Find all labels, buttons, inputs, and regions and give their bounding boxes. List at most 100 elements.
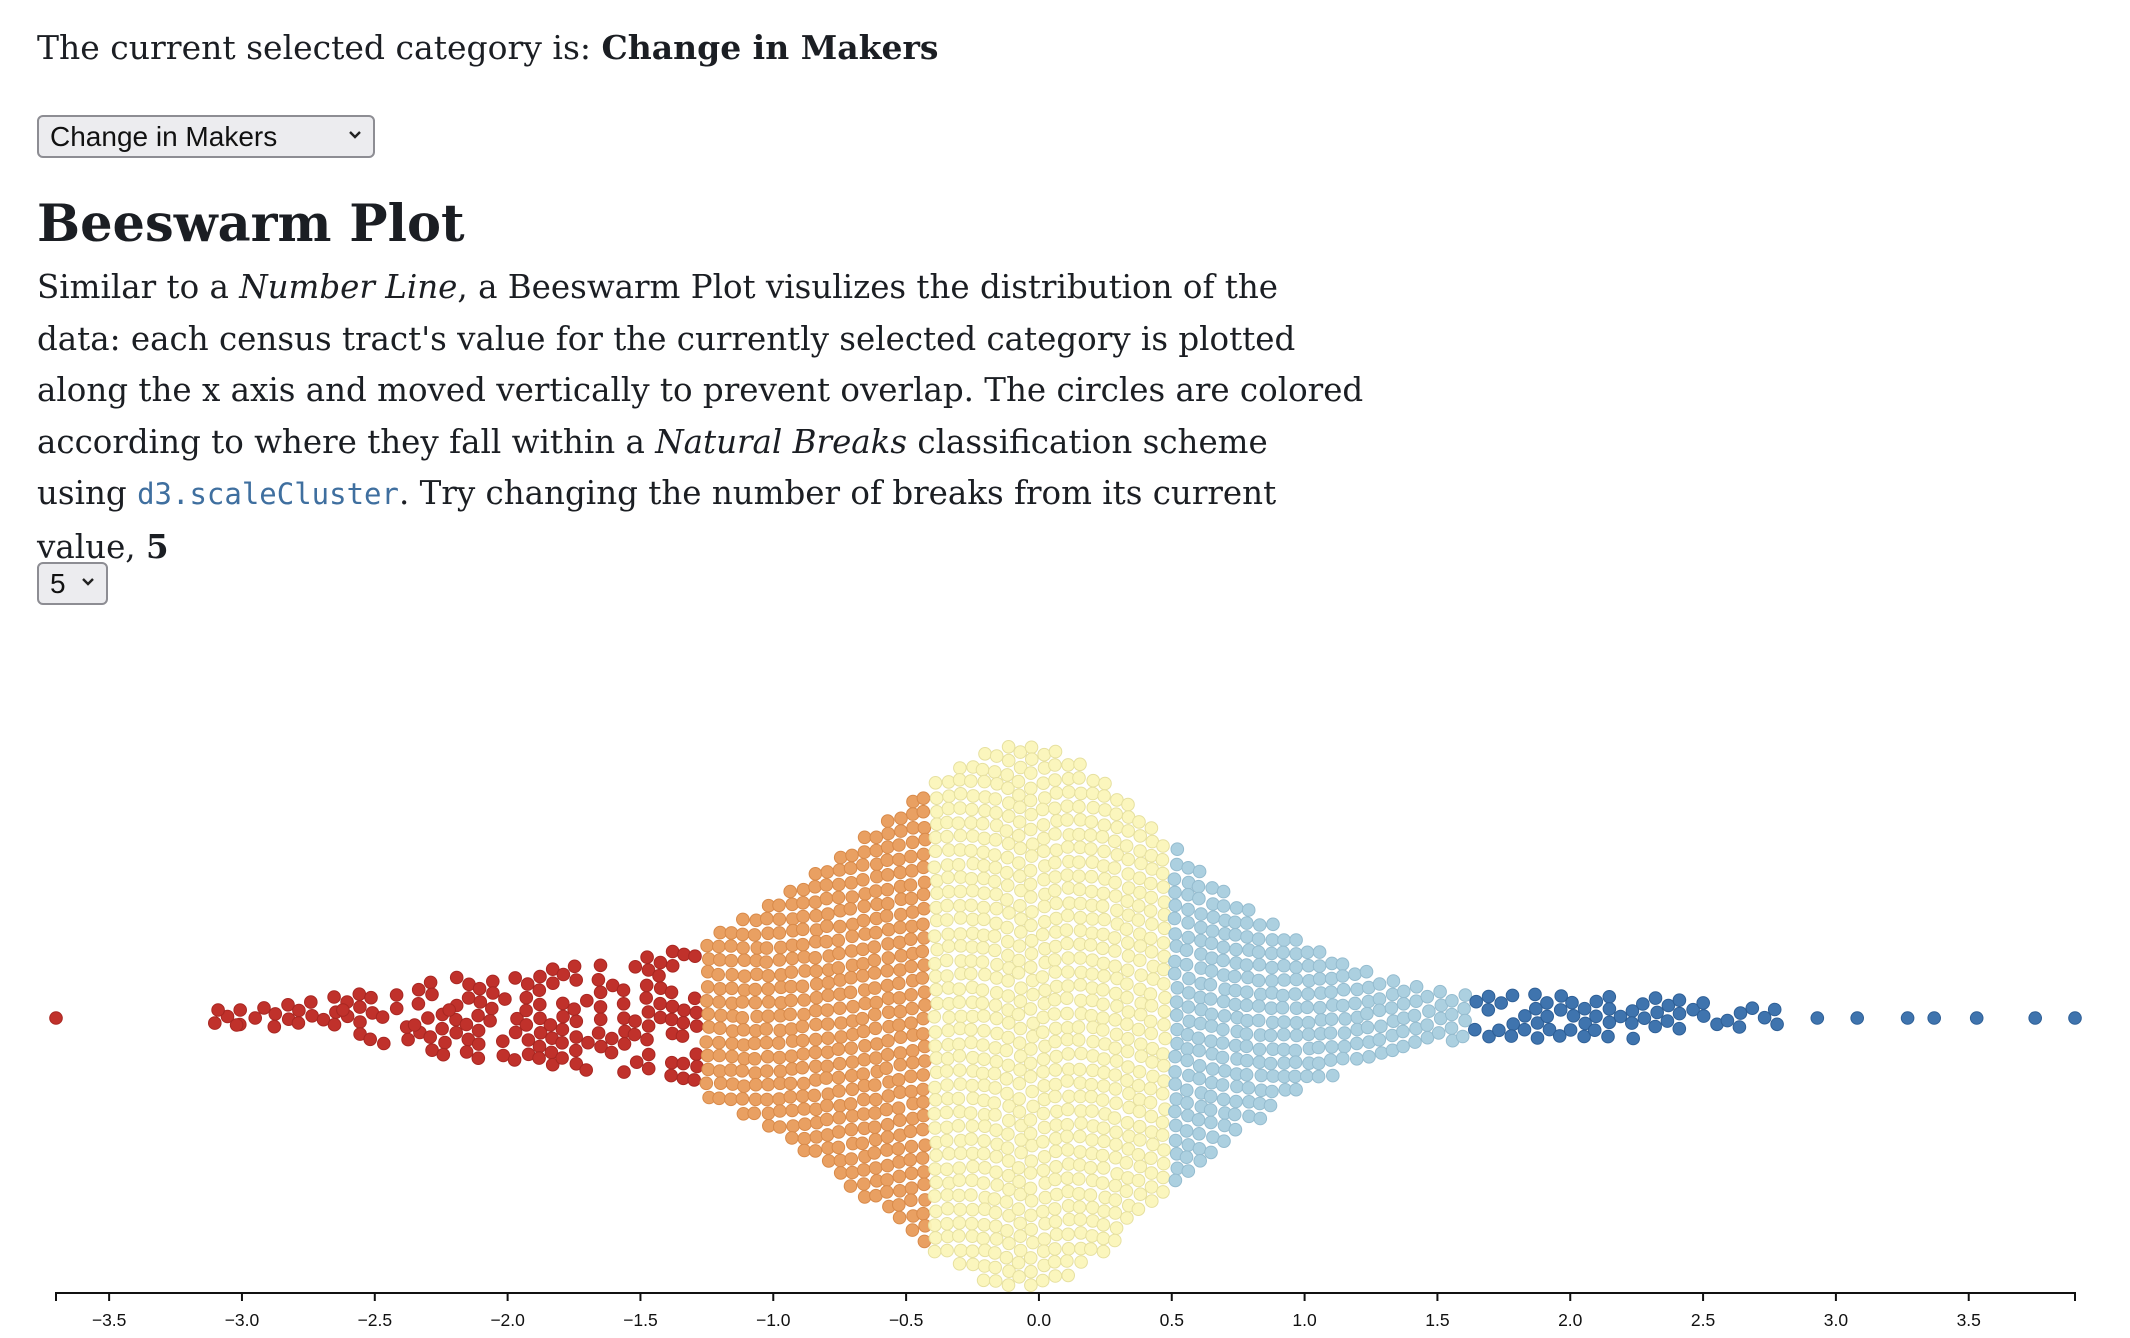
swarm-dot-class-2 (904, 1084, 919, 1099)
swarm-dot-class-4 (1228, 928, 1243, 942)
swarm-dot-class-4 (1182, 986, 1196, 1000)
swarm-dot-class-4 (1276, 945, 1290, 960)
swarm-dot-class-3 (953, 1146, 968, 1161)
swarm-dot-class-3 (1049, 896, 1063, 911)
swarm-dot-class-3 (1107, 931, 1122, 945)
swarm-dot-class-3 (1038, 791, 1052, 805)
swarm-dot-class-3 (1001, 1168, 1016, 1183)
swarm-dot-class-3 (1048, 827, 1062, 841)
swarm-dot-class-2 (701, 1062, 716, 1077)
swarm-dot-class-1 (653, 996, 667, 1011)
swarm-dot-class-5 (1469, 994, 1483, 1009)
swarm-dot-class-3 (1000, 1086, 1014, 1101)
swarm-dot-class-1 (665, 959, 680, 973)
swarm-dot-class-2 (785, 1103, 800, 1118)
swarm-dot-class-2 (759, 955, 774, 969)
swarm-dot-class-4 (1254, 1068, 1269, 1083)
swarm-dot-class-2 (845, 1082, 860, 1097)
swarm-dot-class-3 (988, 1108, 1002, 1122)
swarm-dot-class-3 (1073, 757, 1087, 772)
swarm-dot-class-4 (1360, 1020, 1375, 1035)
swarm-dot-class-4 (1239, 1039, 1254, 1054)
swarm-dot-class-3 (1047, 1255, 1062, 1269)
swarm-dot-class-2 (879, 909, 894, 923)
swarm-dot-class-4 (1263, 1056, 1278, 1071)
swarm-dot-class-3 (941, 870, 955, 885)
swarm-dot-class-3 (1108, 1193, 1123, 1207)
swarm-dot-class-3 (1144, 998, 1159, 1013)
swarm-dot-class-2 (784, 1049, 799, 1064)
swarm-dot-class-4 (1194, 907, 1208, 921)
swarm-dot-class-2 (845, 1109, 860, 1123)
swarm-dot-class-1 (267, 1019, 282, 1034)
swarm-dot-class-3 (1085, 1133, 1099, 1147)
swarm-dot-class-3 (1108, 1082, 1123, 1096)
swarm-dot-class-3 (1133, 1007, 1148, 1022)
swarm-dot-class-3 (1074, 1255, 1088, 1269)
swarm-dot-class-3 (952, 773, 967, 787)
swarm-dot-class-3 (1072, 869, 1086, 883)
swarm-dot-class-5 (1770, 1017, 1784, 1032)
swarm-dot-class-2 (748, 982, 763, 997)
swarm-dot-class-4 (1168, 1104, 1182, 1119)
swarm-dot-class-3 (1014, 883, 1028, 898)
status-category: Change in Makers (601, 28, 939, 67)
swarm-dot-class-3 (1001, 1278, 1016, 1292)
swarm-dot-class-1 (580, 993, 594, 1008)
swarm-dot-class-3 (976, 1231, 991, 1246)
swarm-dot-class-2 (759, 1035, 774, 1050)
swarm-dot-class-4 (1228, 983, 1243, 998)
swarm-dot-class-3 (1132, 871, 1147, 885)
swarm-dot-class-3 (975, 996, 990, 1011)
swarm-dot-class-3 (1096, 1231, 1111, 1246)
swarm-dot-class-1 (411, 997, 426, 1011)
swarm-dot-class-3 (1095, 941, 1110, 956)
swarm-dot-class-3 (1002, 1113, 1016, 1128)
swarm-dot-class-3 (1002, 1236, 1016, 1251)
swarm-dot-class-2 (821, 1017, 835, 1031)
swarm-dot-class-2 (893, 1030, 908, 1045)
swarm-dot-class-1 (594, 1039, 608, 1054)
swarm-dot-class-5 (1672, 1006, 1687, 1021)
swarm-dot-class-3 (939, 953, 954, 968)
swarm-dot-class-3 (965, 883, 980, 898)
swarm-dot-class-1 (555, 1022, 570, 1037)
swarm-dot-class-4 (1288, 1043, 1303, 1058)
swarm-dot-class-2 (724, 1092, 738, 1107)
swarm-dot-class-2 (869, 843, 884, 858)
swarm-dot-class-3 (1144, 1151, 1158, 1166)
swarm-dot-class-3 (1000, 850, 1015, 865)
swarm-dot-class-3 (1073, 1145, 1087, 1159)
swarm-dot-class-1 (675, 1029, 690, 1043)
swarm-dot-class-2 (831, 933, 846, 948)
swarm-dot-class-3 (1096, 1023, 1110, 1037)
outlier-dot (211, 1003, 225, 1017)
swarm-dot-class-3 (965, 1229, 980, 1244)
swarm-dot-class-2 (759, 1022, 774, 1036)
swarm-dot-class-2 (797, 1131, 812, 1146)
swarm-dot-class-2 (761, 926, 775, 941)
swarm-dot-class-5 (1540, 1009, 1554, 1024)
swarm-dot-class-5 (1566, 1009, 1581, 1023)
swarm-dot-class-4 (1289, 1028, 1304, 1043)
swarm-dot-class-3 (1060, 1129, 1074, 1144)
swarm-dot-class-3 (977, 886, 992, 900)
swarm-dot-class-4 (1445, 994, 1459, 1008)
swarm-dot-class-4 (1168, 1065, 1182, 1079)
swarm-dot-class-1 (485, 1001, 499, 1016)
outlier-dot (421, 1011, 435, 1025)
swarm-dot-class-2 (808, 951, 823, 965)
swarm-dot-class-5 (1577, 1029, 1591, 1044)
swarm-dot-class-3 (1038, 1190, 1053, 1205)
swarm-dot-class-3 (929, 1175, 944, 1190)
swarm-dot-class-2 (820, 865, 835, 879)
swarm-dot-class-1 (641, 1019, 656, 1033)
swarm-dot-class-5 (1565, 995, 1579, 1010)
swarm-dot-class-3 (1023, 1126, 1038, 1141)
swarm-dot-class-4 (1241, 1081, 1256, 1095)
breaks-select[interactable]: 5 (37, 562, 108, 605)
swarm-dot-class-1 (268, 1007, 283, 1021)
swarm-dot-class-2 (855, 969, 870, 983)
category-select[interactable]: Change in Makers (37, 115, 375, 158)
swarm-dot-class-2 (795, 1089, 810, 1104)
